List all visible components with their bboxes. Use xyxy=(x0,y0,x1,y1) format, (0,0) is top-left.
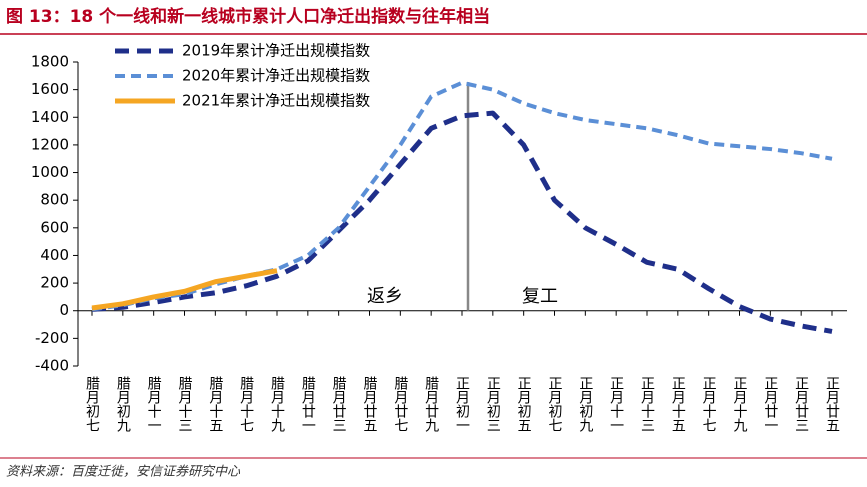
y-tick-label: 400 xyxy=(40,246,69,264)
annotation: 返乡 xyxy=(367,286,403,307)
x-tick-label: 正月初九 xyxy=(577,376,593,433)
y-tick-label: 1400 xyxy=(31,108,69,126)
legend-label: 2019年累计净迁出规模指数 xyxy=(182,42,370,60)
source: 资料来源：百度迁徙，安信证券研究中心 xyxy=(6,464,241,480)
x-tick-label: 正月初五 xyxy=(516,376,532,432)
chart-title: 图 13：18 个一线和新一线城市累计人口净迁出指数与往年相当 xyxy=(6,6,490,27)
series-line xyxy=(91,268,278,311)
x-tick-label: 正月廿一 xyxy=(762,376,778,432)
y-tick-label: 800 xyxy=(40,191,69,209)
y-tick-label: 200 xyxy=(40,274,69,292)
x-tick-label: 腊月廿五 xyxy=(362,376,378,432)
x-tick-label: 腊月十七 xyxy=(238,376,254,432)
x-tick-label: 正月初七 xyxy=(547,376,563,432)
x-tick-label: 正月十五 xyxy=(670,376,686,432)
y-tick-label: 1800 xyxy=(31,53,69,71)
x-tick-label: 正月十三 xyxy=(639,376,655,432)
x-tick-label: 腊月廿七 xyxy=(392,376,408,432)
x-tick-label: 腊月廿三 xyxy=(331,376,347,432)
x-tick-label: 腊月十一 xyxy=(146,376,162,432)
series-line xyxy=(91,110,833,334)
annotation: 复工 xyxy=(522,286,558,307)
x-tick-label: 腊月十九 xyxy=(269,376,285,433)
legend-label: 2021年累计净迁出规模指数 xyxy=(182,92,370,110)
legend-label: 2020年累计净迁出规模指数 xyxy=(182,67,370,85)
x-tick-label: 腊月初九 xyxy=(115,376,131,433)
y-tick-label: -200 xyxy=(35,329,69,347)
x-tick-label: 正月初一 xyxy=(454,376,470,432)
x-tick-label: 腊月十三 xyxy=(177,376,193,432)
y-tick-label: 600 xyxy=(40,218,69,236)
x-tick-label: 腊月初七 xyxy=(84,376,100,432)
x-tick-label: 正月十七 xyxy=(701,376,717,432)
y-tick-label: 1000 xyxy=(31,163,69,181)
series-line xyxy=(91,80,833,312)
x-tick-label: 腊月十五 xyxy=(207,376,223,432)
x-tick-label: 正月廿五 xyxy=(824,376,840,432)
x-tick-label: 正月十九 xyxy=(732,376,748,433)
y-tick-label: 1200 xyxy=(31,135,69,153)
y-tick-label: -400 xyxy=(35,357,69,375)
y-tick-label: 1600 xyxy=(31,80,69,98)
y-tick-label: 0 xyxy=(59,301,69,319)
x-tick-label: 正月廿三 xyxy=(793,376,809,432)
x-tick-label: 正月十一 xyxy=(608,376,624,432)
x-tick-label: 腊月廿九 xyxy=(423,376,439,433)
x-tick-label: 正月初三 xyxy=(485,376,501,432)
x-tick-label: 腊月廿一 xyxy=(300,376,316,432)
